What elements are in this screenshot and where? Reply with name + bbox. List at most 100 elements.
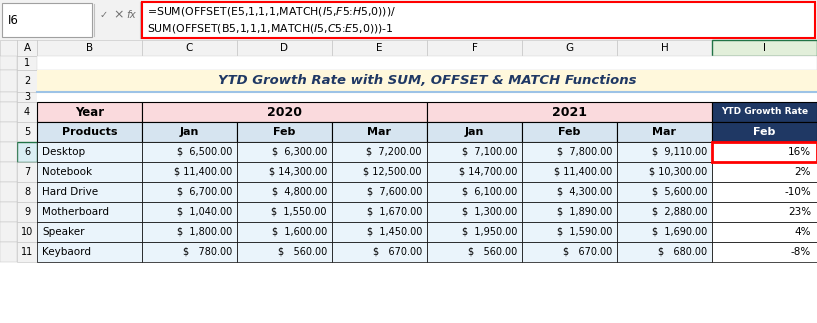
Text: I6: I6 [8, 14, 19, 26]
Bar [17, 56, 37, 70]
Bar [332, 182, 427, 202]
Bar [522, 222, 617, 242]
Text: $  1,450.00: $ 1,450.00 [367, 227, 422, 237]
Bar [17, 222, 37, 242]
Text: $  6,700.00: $ 6,700.00 [176, 187, 232, 197]
Bar [237, 222, 332, 242]
Bar [17, 92, 37, 102]
Text: $  6,100.00: $ 6,100.00 [462, 187, 517, 197]
Text: G: G [565, 43, 574, 53]
Bar [142, 242, 237, 262]
Text: F: F [471, 43, 477, 53]
Text: $  1,670.00: $ 1,670.00 [367, 207, 422, 217]
Text: YTD Growth Rate with SUM, OFFSET & MATCH Functions: YTD Growth Rate with SUM, OFFSET & MATCH… [218, 75, 636, 88]
Text: $  1,890.00: $ 1,890.00 [556, 207, 612, 217]
Text: $ 14,700.00: $ 14,700.00 [458, 167, 517, 177]
Bar [522, 182, 617, 202]
Bar [37, 222, 142, 242]
Text: 2020: 2020 [267, 106, 302, 119]
Text: 9: 9 [24, 207, 30, 217]
Text: 11: 11 [21, 247, 33, 257]
Bar [0, 70, 17, 92]
Text: 2021: 2021 [552, 106, 587, 119]
Bar [37, 122, 142, 142]
Bar [522, 40, 617, 56]
Bar [427, 202, 522, 222]
Text: $  4,800.00: $ 4,800.00 [272, 187, 327, 197]
Bar [0, 0, 817, 40]
Text: $  7,600.00: $ 7,600.00 [367, 187, 422, 197]
Text: $ 11,400.00: $ 11,400.00 [554, 167, 612, 177]
Bar [332, 122, 427, 142]
Text: Motherboard: Motherboard [42, 207, 109, 217]
Bar [712, 202, 817, 222]
Bar [617, 202, 712, 222]
Text: $  2,880.00: $ 2,880.00 [652, 207, 707, 217]
Text: $ 10,300.00: $ 10,300.00 [649, 167, 707, 177]
Text: Keybaord: Keybaord [42, 247, 91, 257]
Text: $ 11,400.00: $ 11,400.00 [174, 167, 232, 177]
Bar [522, 242, 617, 262]
Text: 23%: 23% [788, 207, 811, 217]
Bar [17, 142, 37, 162]
Bar [427, 182, 522, 202]
Text: $  1,600.00: $ 1,600.00 [272, 227, 327, 237]
Bar [427, 162, 522, 182]
Bar [712, 122, 817, 142]
Text: $  7,100.00: $ 7,100.00 [462, 147, 517, 157]
Bar [617, 242, 712, 262]
Bar [427, 40, 522, 56]
Bar [712, 222, 817, 242]
Bar [332, 202, 427, 222]
Text: $   780.00: $ 780.00 [183, 247, 232, 257]
Text: $  4,300.00: $ 4,300.00 [556, 187, 612, 197]
Text: A: A [24, 43, 30, 53]
Bar [712, 182, 817, 202]
Bar [37, 102, 142, 122]
Text: 10: 10 [21, 227, 33, 237]
Bar [0, 202, 17, 222]
Bar [332, 222, 427, 242]
Bar [712, 40, 817, 56]
Bar [142, 2, 815, 38]
Bar [142, 162, 237, 182]
Bar [522, 202, 617, 222]
Text: Products: Products [62, 127, 118, 137]
Bar [37, 92, 817, 102]
Text: $  1,300.00: $ 1,300.00 [462, 207, 517, 217]
Bar [17, 102, 37, 122]
Bar [17, 242, 37, 262]
Bar [0, 222, 17, 242]
Bar [712, 162, 817, 182]
Text: $  1,550.00: $ 1,550.00 [271, 207, 327, 217]
Text: Year: Year [75, 106, 104, 119]
Bar [0, 162, 17, 182]
Bar [712, 242, 817, 262]
Text: I: I [763, 43, 766, 53]
Text: Notebook: Notebook [42, 167, 92, 177]
Text: ×: × [113, 8, 123, 22]
Text: $  1,800.00: $ 1,800.00 [176, 227, 232, 237]
Bar [37, 182, 142, 202]
Bar [427, 102, 712, 122]
Text: $  9,110.00: $ 9,110.00 [652, 147, 707, 157]
Text: 3: 3 [24, 92, 30, 102]
Bar [142, 202, 237, 222]
Bar [332, 40, 427, 56]
Bar [142, 142, 237, 162]
Bar [0, 142, 17, 162]
Bar [17, 40, 37, 56]
Bar [522, 142, 617, 162]
Text: Mar: Mar [368, 127, 391, 137]
Text: 4%: 4% [794, 227, 811, 237]
Text: Feb: Feb [558, 127, 581, 137]
Text: 1: 1 [24, 58, 30, 68]
Text: ✓: ✓ [100, 10, 108, 20]
Bar [37, 162, 142, 182]
Bar [37, 142, 142, 162]
Text: 2%: 2% [794, 167, 811, 177]
Text: -8%: -8% [791, 247, 811, 257]
Text: 7: 7 [24, 167, 30, 177]
Bar [332, 142, 427, 162]
Text: Jan: Jan [180, 127, 199, 137]
